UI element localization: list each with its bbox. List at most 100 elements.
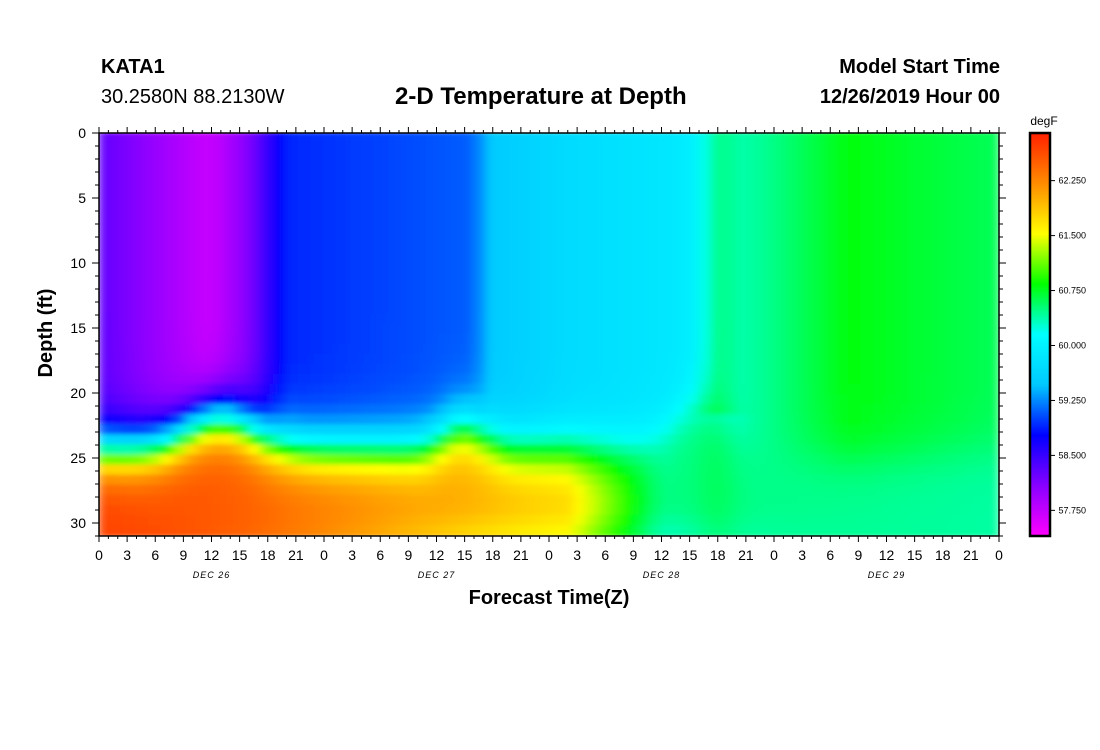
heatmap-cell <box>885 454 900 467</box>
heatmap-cell <box>548 333 563 346</box>
heatmap-cell <box>160 202 175 215</box>
heatmap-cell <box>123 363 138 376</box>
heatmap-cell <box>673 152 688 165</box>
heatmap-cell <box>535 444 550 457</box>
heatmap-cell <box>785 142 800 155</box>
heatmap-cell <box>948 444 963 457</box>
heatmap-cell <box>685 142 700 155</box>
heatmap-cell <box>223 404 238 417</box>
heatmap-cell <box>273 303 288 316</box>
heatmap-cell <box>873 323 888 336</box>
heatmap-cell <box>99 363 113 376</box>
heatmap-cell <box>948 434 963 447</box>
heatmap-cell <box>523 343 538 356</box>
heatmap-cell <box>535 343 550 356</box>
heatmap-cell <box>385 404 400 417</box>
heatmap-cell <box>548 152 563 165</box>
heatmap-cell <box>823 172 838 185</box>
heatmap-cell <box>935 424 950 437</box>
heatmap-cell <box>885 262 900 276</box>
heatmap-cell <box>910 404 925 417</box>
heatmap-cell <box>173 494 188 507</box>
heatmap-cell <box>848 484 863 497</box>
heatmap-cell <box>898 434 913 447</box>
heatmap-cell <box>660 424 675 437</box>
heatmap-cell <box>723 404 738 417</box>
heatmap-cell <box>910 333 925 346</box>
heatmap-cell <box>573 172 588 185</box>
heatmap-cell <box>435 232 450 245</box>
heatmap-cell <box>985 524 999 536</box>
heatmap-cell <box>385 273 400 286</box>
heatmap-cell <box>485 343 500 356</box>
heatmap-cell <box>323 464 338 477</box>
colorbar-tick-label: 62.250 <box>1058 176 1086 186</box>
heatmap-cell <box>435 464 450 477</box>
heatmap-cell <box>523 252 538 265</box>
heatmap-cell <box>735 313 750 326</box>
heatmap-cell <box>485 212 500 225</box>
heatmap-cell <box>960 414 975 427</box>
heatmap-cell <box>923 343 938 356</box>
heatmap-cell <box>260 474 275 487</box>
heatmap-cell <box>585 172 600 185</box>
heatmap-cell <box>223 414 238 427</box>
heatmap-cell <box>748 373 763 386</box>
heatmap-cell <box>210 182 225 195</box>
heatmap-cell <box>360 232 375 245</box>
heatmap-cell <box>298 323 313 336</box>
heatmap-cell <box>173 504 188 517</box>
heatmap-cell <box>485 222 500 235</box>
heatmap-cell <box>99 133 113 145</box>
heatmap-cell <box>460 162 475 175</box>
heatmap-cell <box>748 182 763 195</box>
heatmap-cell <box>473 393 488 407</box>
heatmap-cell <box>535 434 550 447</box>
heatmap-cell <box>535 152 550 165</box>
heatmap-cell <box>210 454 225 467</box>
heatmap-cell <box>573 133 588 145</box>
heatmap-cell <box>960 474 975 487</box>
heatmap-cell <box>698 252 713 265</box>
heatmap-cell <box>585 303 600 316</box>
heatmap-cell <box>748 323 763 336</box>
heatmap-cell <box>110 333 125 346</box>
heatmap-cell <box>960 152 975 165</box>
heatmap-cell <box>99 524 113 536</box>
heatmap-cell <box>760 232 775 245</box>
heatmap-cell <box>623 293 638 306</box>
heatmap-cell <box>710 293 725 306</box>
heatmap-cell <box>510 404 525 417</box>
heatmap-cell <box>535 484 550 497</box>
heatmap-cell <box>773 393 788 407</box>
heatmap-cell <box>485 262 500 276</box>
heatmap-cell <box>135 202 150 215</box>
heatmap-cell <box>473 313 488 326</box>
heatmap-cell <box>810 212 825 225</box>
heatmap-cell <box>910 283 925 296</box>
heatmap-cell <box>473 133 488 145</box>
heatmap-cell <box>873 142 888 155</box>
heatmap-cell <box>710 363 725 376</box>
heatmap-cell <box>523 273 538 286</box>
heatmap-cell <box>373 524 388 536</box>
heatmap-cell <box>160 343 175 356</box>
heatmap-cell <box>560 504 575 517</box>
heatmap-cell <box>723 333 738 346</box>
heatmap-cell <box>573 404 588 417</box>
heatmap-cell <box>523 373 538 386</box>
heatmap-cell <box>598 464 613 477</box>
heatmap-cell <box>898 182 913 195</box>
heatmap-cell <box>398 393 413 407</box>
heatmap-cell <box>685 212 700 225</box>
heatmap-cell <box>523 454 538 467</box>
heatmap-cell <box>885 252 900 265</box>
heatmap-cell <box>685 514 700 527</box>
heatmap-cell <box>235 133 250 145</box>
heatmap-cell <box>335 373 350 386</box>
heatmap-cell <box>885 172 900 185</box>
heatmap-cell <box>123 464 138 477</box>
heatmap-cell <box>435 514 450 527</box>
heatmap-cell <box>673 252 688 265</box>
heatmap-cell <box>135 464 150 477</box>
